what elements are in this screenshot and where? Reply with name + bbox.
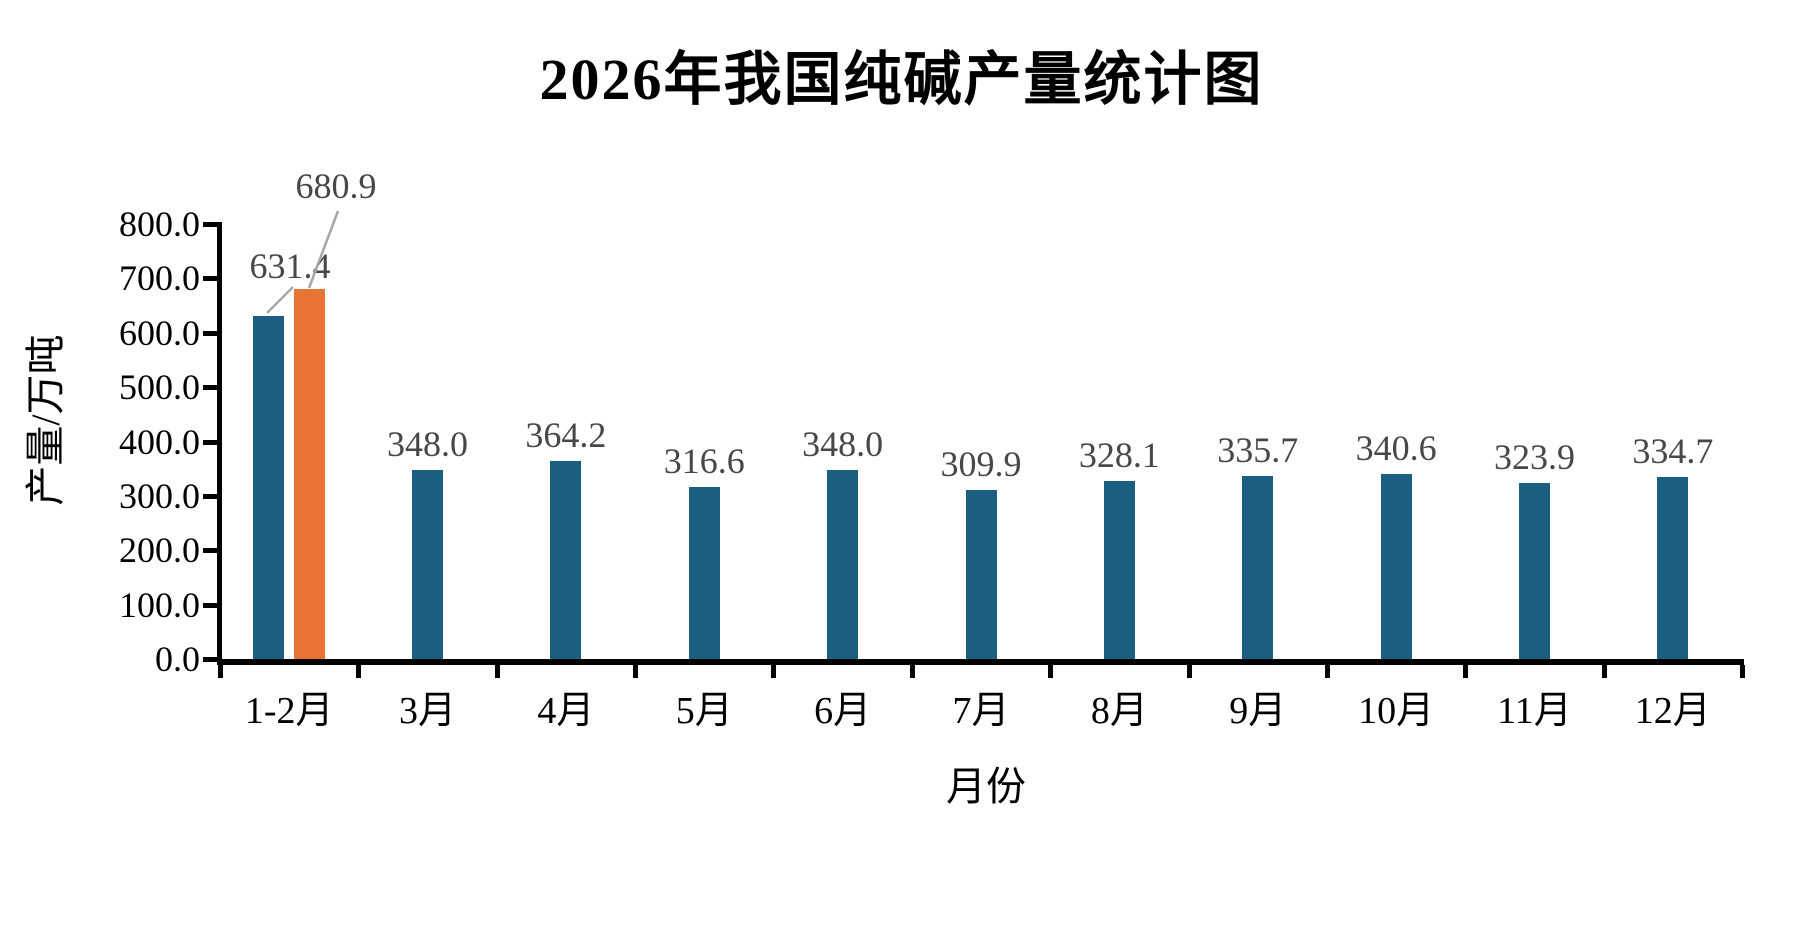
y-axis-tick [203,493,217,499]
x-category-label: 7月 [952,690,1010,732]
x-axis-tick [909,665,915,678]
y-tick-label: 400.0 [119,421,200,462]
bar-teal-series-9月 [1242,476,1274,659]
x-axis-tick [771,665,777,678]
y-axis-tick [203,385,217,391]
data-label-teal-series-11月: 323.9 [1493,436,1575,477]
data-label-teal-series-10月: 340.6 [1355,427,1437,468]
x-axis-tick [633,665,639,678]
y-axis-tick [203,222,217,227]
leader-line-631.4 [266,286,294,314]
data-label-teal-series-12月: 334.7 [1632,431,1714,471]
y-tick-label: 700.0 [119,258,200,299]
data-label-teal-series-9月: 335.7 [1217,430,1299,471]
data-label-teal-series-3月: 348.0 [387,423,469,464]
x-axis-tick [356,665,362,678]
x-category-label: 11月 [1497,690,1572,732]
bar-orange-series-1-2月 [293,288,325,659]
y-axis-tick [203,330,217,336]
bar-teal-series-11月 [1518,482,1550,659]
x-category-label: 10月 [1358,690,1435,732]
bar-teal-series-8月 [1103,480,1135,659]
bar-teal-series-4月 [550,460,582,659]
x-axis-tick [1601,665,1607,678]
y-axis-line [217,222,222,665]
x-category-label: 9月 [1229,690,1287,732]
y-tick-label: 200.0 [119,530,200,571]
data-label-orange-series-1-2月: 680.9 [295,166,377,206]
y-axis-tick [203,657,217,662]
bar-teal-series-1-2月 [252,315,284,659]
x-category-label: 12月 [1634,690,1711,732]
x-category-label: 5月 [675,690,733,732]
x-axis-tick [1324,665,1330,678]
x-category-label: 4月 [537,690,595,732]
data-label-teal-series-6月: 348.0 [802,423,884,464]
bar-teal-series-3月 [412,469,444,659]
x-category-label: 8月 [1090,690,1148,732]
y-axis-tick [203,602,217,608]
data-label-teal-series-5月: 316.6 [663,440,745,481]
bar-teal-series-7月 [965,490,997,659]
bar-teal-series-10月 [1380,473,1412,659]
y-tick-label: 0.0 [155,639,200,679]
bar-teal-series-5月 [688,486,720,659]
y-tick-label: 300.0 [119,475,200,516]
y-axis-tick [203,439,217,445]
x-axis-tick [1740,665,1745,678]
bar-teal-series-6月 [827,469,859,659]
x-axis-tick [218,665,223,678]
x-category-label: 6月 [814,690,872,732]
x-axis-tick [1186,665,1192,678]
data-label-teal-series-7月: 309.9 [940,444,1022,485]
x-axis-tick [1463,665,1469,678]
x-axis-tick [494,665,500,678]
x-category-label: 1-2月 [244,690,334,732]
x-category-label: 3月 [399,690,457,732]
x-axis-line [217,659,1744,665]
data-label-teal-series-8月: 328.1 [1078,434,1160,475]
y-tick-label: 600.0 [119,312,200,353]
y-axis-tick [203,548,217,554]
y-axis-tick [203,276,217,282]
y-tick-label: 800.0 [119,204,200,244]
chart-title: 2026年我国纯碱产量统计图 [539,47,1264,112]
x-axis-title: 月份 [946,764,1026,809]
bar-teal-series-12月 [1657,477,1689,659]
x-axis-tick [1048,665,1054,678]
data-label-teal-series-1-2月: 631.4 [249,246,331,286]
y-tick-label: 500.0 [119,367,200,408]
data-label-teal-series-4月: 364.2 [525,414,607,455]
y-tick-label: 100.0 [119,584,200,625]
